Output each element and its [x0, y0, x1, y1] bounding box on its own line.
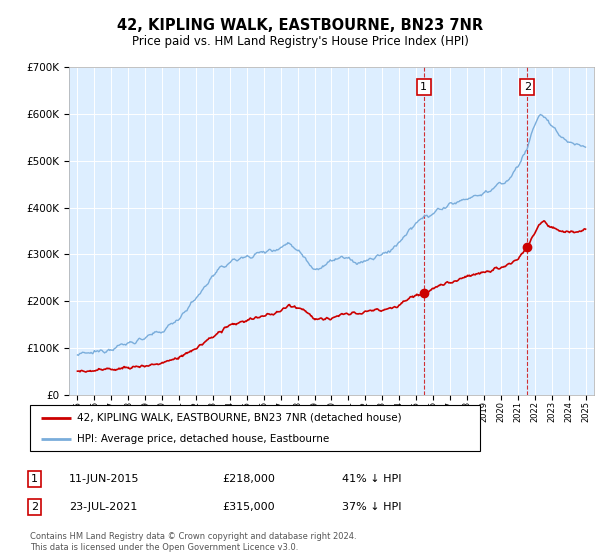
Text: 11-JUN-2015: 11-JUN-2015	[69, 474, 139, 484]
Text: Contains HM Land Registry data © Crown copyright and database right 2024.
This d: Contains HM Land Registry data © Crown c…	[30, 533, 356, 552]
Text: £315,000: £315,000	[222, 502, 275, 512]
FancyBboxPatch shape	[30, 405, 480, 451]
Text: 2: 2	[524, 82, 531, 92]
Text: HPI: Average price, detached house, Eastbourne: HPI: Average price, detached house, East…	[77, 435, 329, 444]
Text: 23-JUL-2021: 23-JUL-2021	[69, 502, 137, 512]
Text: 37% ↓ HPI: 37% ↓ HPI	[342, 502, 401, 512]
Text: 1: 1	[31, 474, 38, 484]
Text: 42, KIPLING WALK, EASTBOURNE, BN23 7NR: 42, KIPLING WALK, EASTBOURNE, BN23 7NR	[117, 18, 483, 32]
Text: 42, KIPLING WALK, EASTBOURNE, BN23 7NR (detached house): 42, KIPLING WALK, EASTBOURNE, BN23 7NR (…	[77, 413, 402, 423]
Text: 1: 1	[420, 82, 427, 92]
Text: £218,000: £218,000	[222, 474, 275, 484]
Text: Price paid vs. HM Land Registry's House Price Index (HPI): Price paid vs. HM Land Registry's House …	[131, 35, 469, 49]
Text: 41% ↓ HPI: 41% ↓ HPI	[342, 474, 401, 484]
Text: 2: 2	[31, 502, 38, 512]
